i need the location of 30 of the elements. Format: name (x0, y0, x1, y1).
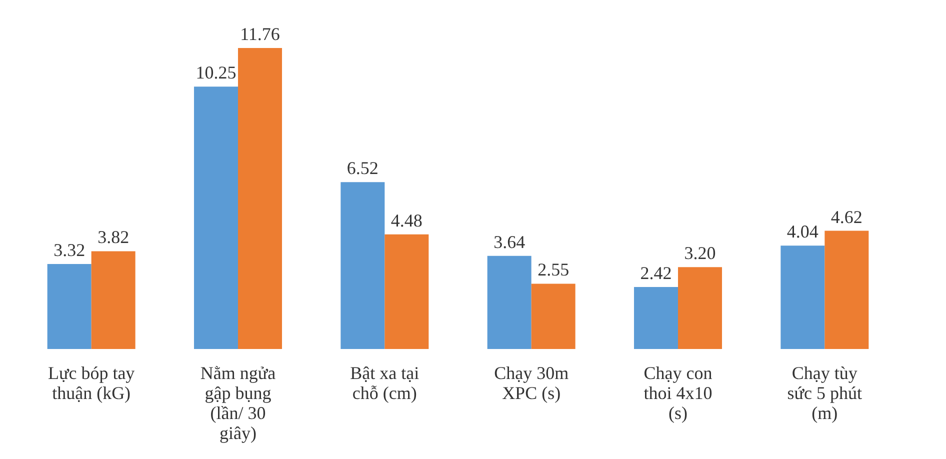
bar (824, 230, 869, 349)
data-label: 3.32 (54, 240, 86, 260)
bar (780, 246, 825, 349)
bar (91, 251, 136, 349)
data-label: 4.04 (786, 222, 818, 242)
bar (384, 234, 429, 349)
data-label: 11.76 (240, 24, 280, 44)
data-label: 10.25 (196, 62, 236, 83)
x-tick-label: Chạy 30m XPC (s) (494, 363, 569, 403)
bar (47, 264, 92, 349)
data-label: 4.48 (390, 210, 422, 230)
x-tick-label: Lực bóp tay thuận (kG) (48, 363, 135, 403)
data-label: 3.82 (98, 227, 130, 248)
data-label: 2.42 (640, 263, 672, 284)
data-label: 4.62 (830, 206, 862, 227)
bar (678, 267, 722, 349)
x-tick-label: Bật xa tại chỗ (cm) (350, 363, 420, 403)
data-label: 3.64 (494, 232, 526, 252)
bar (340, 182, 385, 349)
data-label: 2.55 (538, 260, 570, 280)
data-label: 6.52 (346, 158, 378, 178)
bar (634, 287, 678, 349)
x-tick-label: Nằm ngửa gập bụng (lần/ 30 giây) (200, 363, 276, 443)
bar (194, 86, 238, 349)
bar (238, 48, 282, 349)
x-tick-label: Chạy con thoi 4x10 (s) (644, 363, 712, 423)
bar (487, 256, 532, 349)
x-tick-label: Chạy tùy sức 5 phút (m) (787, 363, 862, 423)
bar (531, 284, 576, 349)
data-label: 3.20 (684, 243, 716, 264)
